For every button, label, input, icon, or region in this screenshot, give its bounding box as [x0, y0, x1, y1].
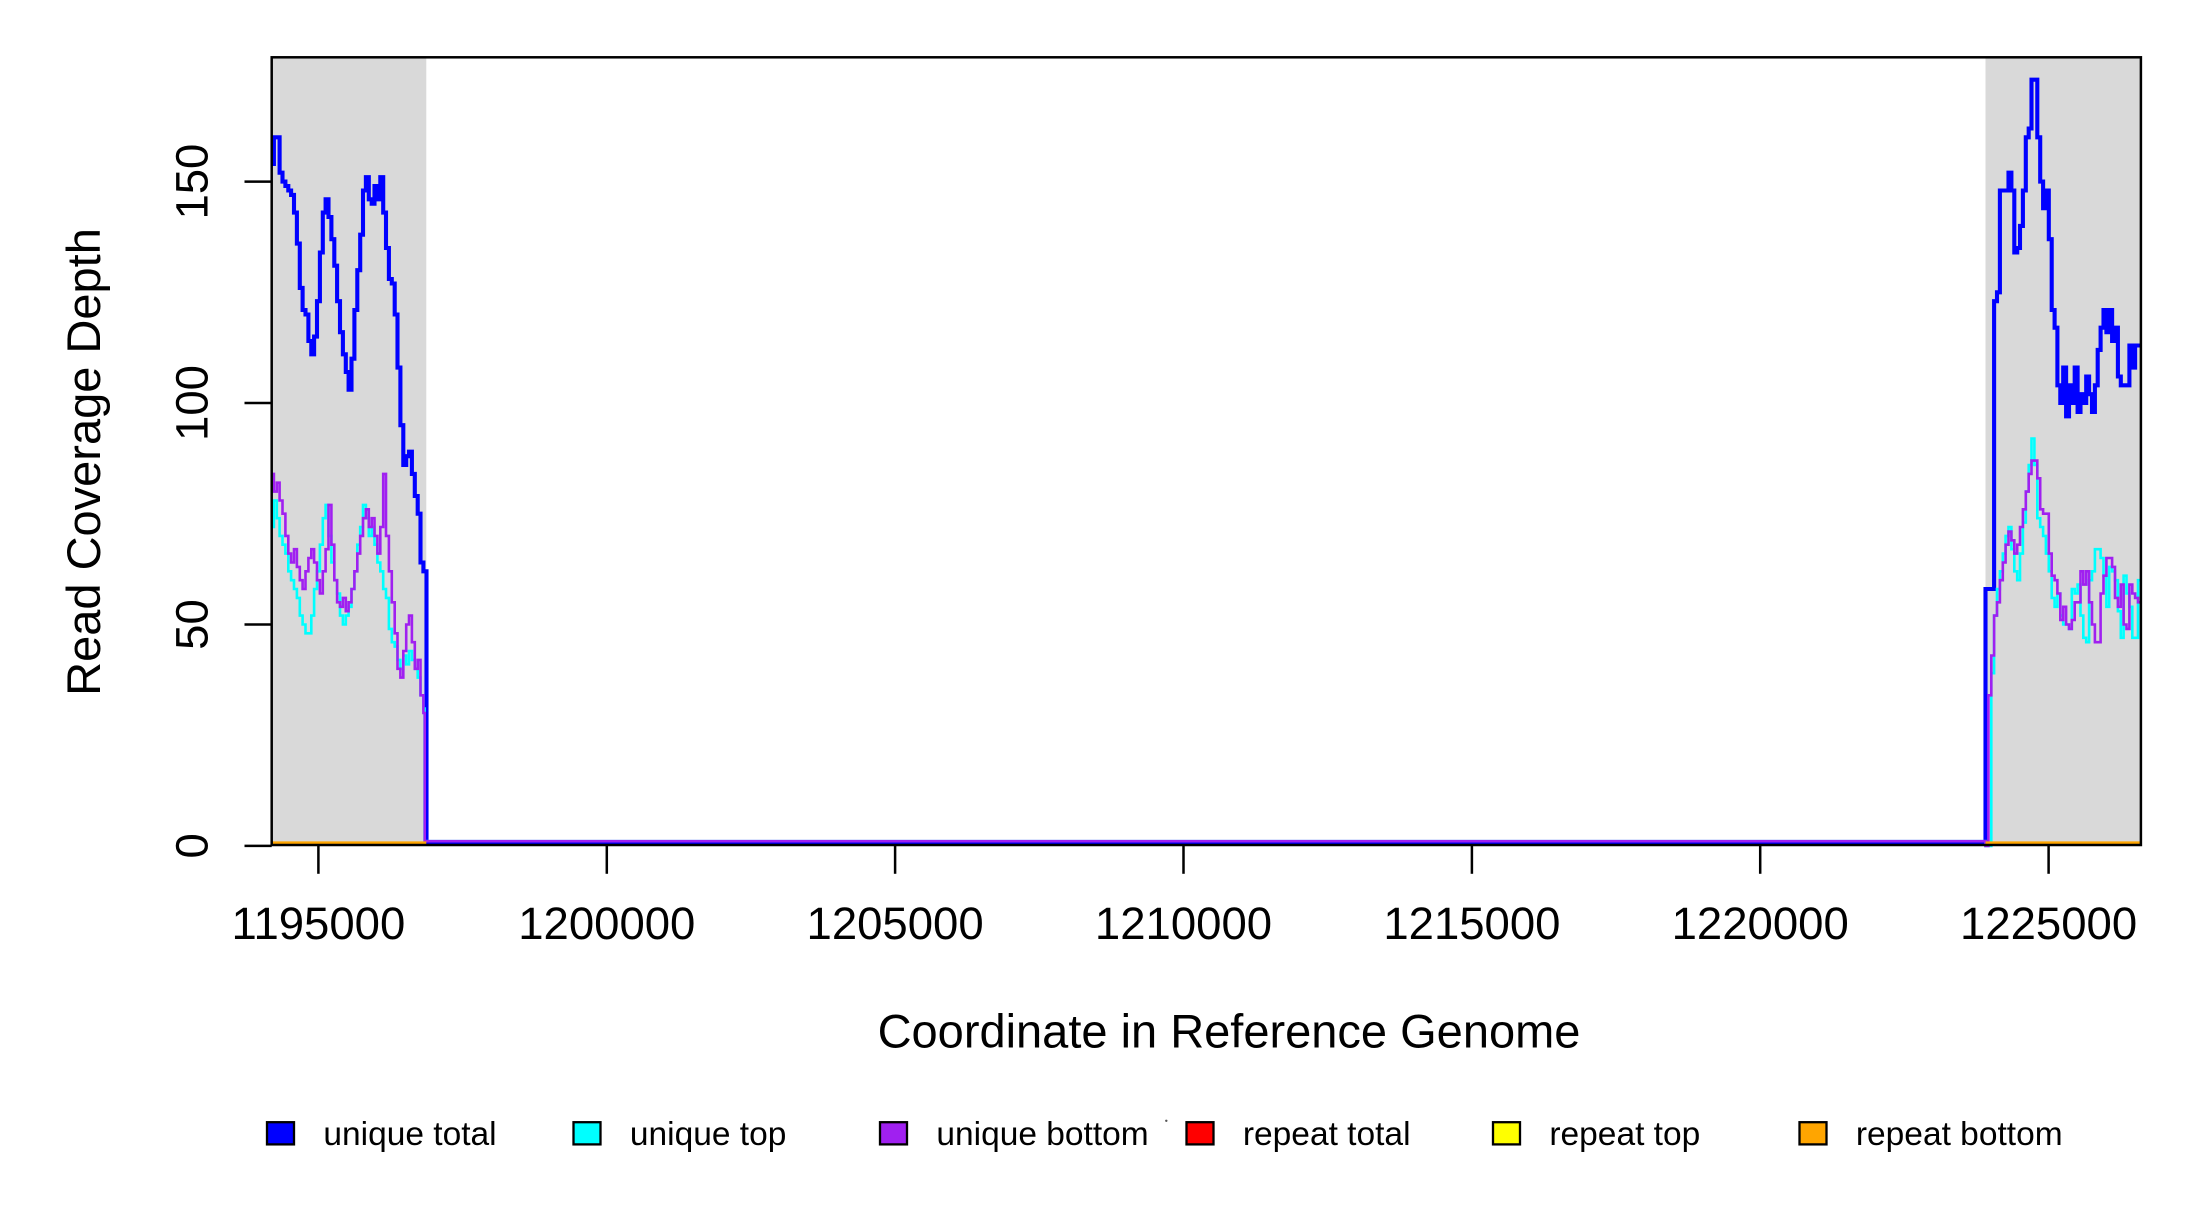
svg-text:unique top: unique top [630, 1116, 786, 1153]
svg-text:Read Coverage Depth: Read Coverage Depth [57, 228, 110, 696]
svg-text:100: 100 [167, 365, 218, 441]
svg-text:repeat top: repeat top [1549, 1116, 1700, 1153]
svg-text:1205000: 1205000 [807, 898, 984, 949]
svg-text:repeat total: repeat total [1243, 1116, 1411, 1153]
svg-text:1200000: 1200000 [518, 898, 695, 949]
svg-text:Coordinate in Reference Genome: Coordinate in Reference Genome [878, 1005, 1581, 1058]
svg-text:unique bottom: unique bottom [936, 1116, 1148, 1153]
svg-text:150: 150 [167, 144, 218, 220]
svg-text:1215000: 1215000 [1383, 898, 1560, 949]
svg-text:repeat bottom: repeat bottom [1856, 1116, 2063, 1153]
svg-text:0: 0 [167, 833, 218, 858]
svg-text:1195000: 1195000 [232, 898, 406, 949]
svg-text:50: 50 [167, 599, 218, 650]
svg-text:unique total: unique total [323, 1116, 496, 1153]
svg-text:1225000: 1225000 [1960, 898, 2137, 949]
svg-text:1220000: 1220000 [1672, 898, 1849, 949]
svg-text:1210000: 1210000 [1095, 898, 1272, 949]
